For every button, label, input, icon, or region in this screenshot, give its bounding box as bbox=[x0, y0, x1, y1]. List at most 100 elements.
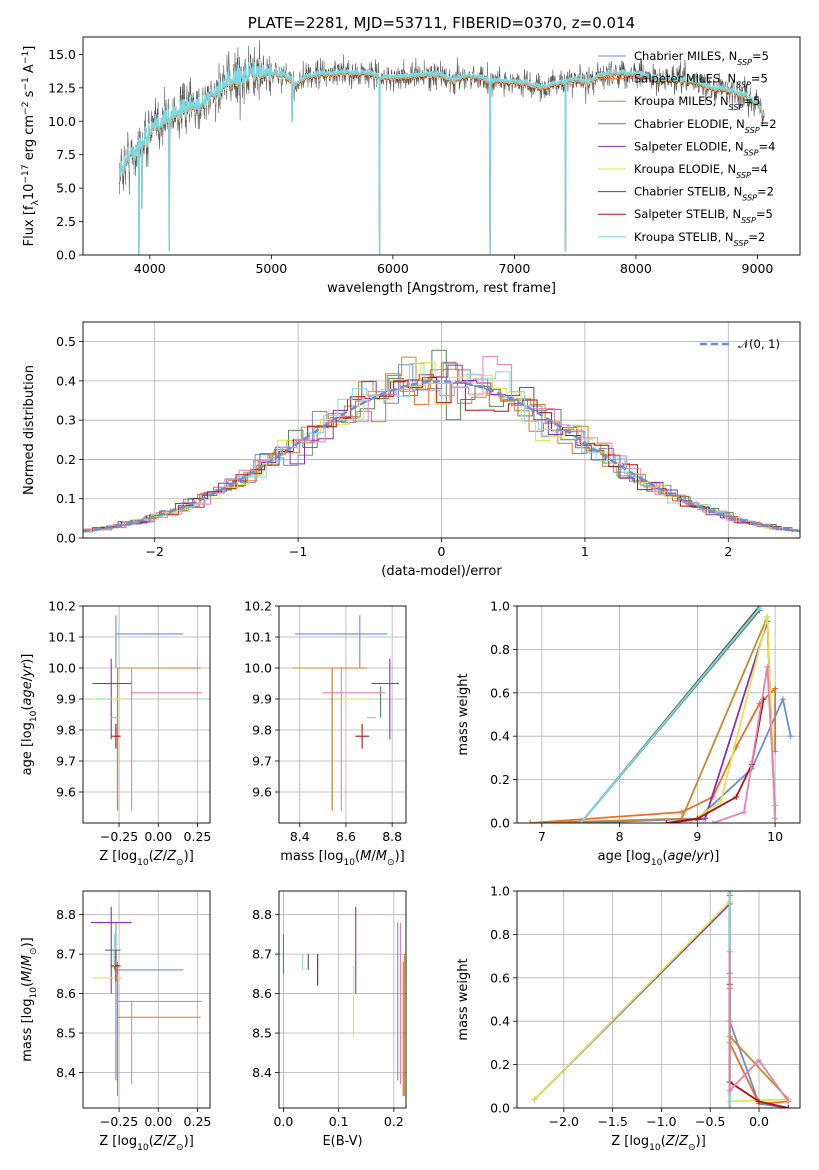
legend-entry: Kroupa STELIB, NSSP=2 bbox=[634, 230, 765, 248]
axes-frame bbox=[516, 890, 801, 1109]
x-axis-label: age [log10(age/yr)] bbox=[598, 849, 720, 868]
weight-line-kroupa-elodie bbox=[689, 616, 776, 823]
errorbar-point bbox=[90, 906, 132, 994]
x-tick-label: 0.0 bbox=[273, 1114, 293, 1129]
x-tick-label: 0.25 bbox=[184, 829, 212, 844]
x-axis-label: wavelength [Angstrom, rest frame] bbox=[327, 281, 556, 296]
x-tick-label: 9 bbox=[693, 829, 701, 844]
plot-area bbox=[279, 606, 406, 823]
weight-marker bbox=[717, 798, 724, 805]
y-tick-label: 9.8 bbox=[56, 723, 76, 738]
errorbar-point bbox=[322, 668, 386, 811]
panel-weight-vs-age: 7 8 9 10 0.0 0.2 0.4 0.6 0.8 1.0 age [log10(age/yr… bbox=[456, 599, 801, 868]
legend: Chabrier MILES, NSSP=5 Salpeter MILES, NS… bbox=[598, 49, 777, 247]
y-tick-label: 9.7 bbox=[56, 754, 76, 769]
errorbar-point bbox=[131, 668, 203, 811]
weight-marker bbox=[785, 1098, 792, 1105]
errorbar-point bbox=[371, 658, 400, 740]
x-tick-label: −2 bbox=[145, 544, 163, 559]
plot-area bbox=[517, 606, 800, 823]
legend-entry: Kroupa ELODIE, NSSP=4 bbox=[634, 162, 768, 180]
x-axis-label: E(B-V) bbox=[322, 1134, 362, 1149]
weight-marker bbox=[741, 809, 748, 816]
x-axis-label: Z [log10(Z/Z⊙)] bbox=[99, 1134, 194, 1153]
panel-weight-vs-Z: −2.0 −1.5 −1.0 −0.5 0.0 0.0 0.2 0.4 0.6 0.8 1.0 Z [… bbox=[456, 884, 801, 1153]
weight-marker bbox=[772, 685, 779, 692]
y-tick-label: 0.2 bbox=[490, 1057, 510, 1072]
x-tick-label: −0.25 bbox=[100, 829, 138, 844]
x-tick-label: −1 bbox=[289, 544, 307, 559]
weight-marker bbox=[756, 1098, 763, 1105]
panel-residuals: −2 −1 0 1 2 0.0 0.1 0.2 0.3 0.4 0.5 (data-model)/er… bbox=[22, 321, 801, 579]
axes-frame bbox=[278, 890, 407, 1109]
weight-marker bbox=[779, 696, 786, 703]
plot-area bbox=[83, 322, 800, 538]
weight-marker bbox=[694, 815, 701, 822]
y-tick-label: 0.1 bbox=[56, 491, 76, 506]
weight-marker bbox=[726, 948, 733, 955]
axes-frame bbox=[82, 36, 801, 256]
weight-marker bbox=[787, 733, 794, 740]
x-tick-label: 5000 bbox=[255, 261, 287, 276]
errorbar-point bbox=[104, 949, 121, 970]
y-tick-label: 0.0 bbox=[56, 531, 76, 546]
y-tick-label: 0.0 bbox=[490, 816, 510, 831]
x-tick-label: −0.5 bbox=[695, 1114, 725, 1129]
x-axis-label: (data-model)/error bbox=[381, 564, 502, 579]
model-line-kroupa-stelib bbox=[118, 59, 765, 255]
y-tick-label: 1.0 bbox=[490, 884, 510, 899]
y-tick-label: 0.3 bbox=[56, 413, 76, 428]
y-tick-label: 8.8 bbox=[252, 907, 272, 922]
y-tick-label: 10.1 bbox=[48, 630, 76, 645]
y-tick-label: 10.1 bbox=[244, 630, 272, 645]
x-tick-label: −2.0 bbox=[549, 1114, 579, 1129]
weight-marker bbox=[726, 1087, 733, 1094]
errorbar-point bbox=[115, 1000, 203, 1085]
y-tick-label: 10.0 bbox=[48, 114, 76, 129]
x-tick-label: 0.0 bbox=[749, 1114, 769, 1129]
y-axis-label: mass weight bbox=[456, 673, 471, 755]
errorbar-point bbox=[116, 667, 170, 811]
y-tick-label: 10.2 bbox=[244, 599, 272, 614]
x-tick-label: 8000 bbox=[620, 261, 652, 276]
plot-area bbox=[517, 891, 800, 1108]
x-tick-label: 9000 bbox=[742, 261, 774, 276]
axes-frame bbox=[82, 321, 801, 539]
weight-marker bbox=[772, 802, 779, 809]
x-tick-label: 8 bbox=[616, 829, 624, 844]
histogram-kroupa-elodie bbox=[83, 361, 800, 532]
x-axis-label: Z [log10(Z/Z⊙)] bbox=[99, 849, 194, 868]
y-tick-label: 0.0 bbox=[56, 248, 76, 263]
y-axis-label: mass [log10(M/M⊙)] bbox=[20, 937, 39, 1061]
x-axis-label: mass [log10(M/M⊙)] bbox=[280, 849, 404, 868]
weight-marker bbox=[577, 820, 584, 823]
x-tick-label: 0.00 bbox=[144, 829, 172, 844]
y-tick-label: 10.0 bbox=[48, 661, 76, 676]
weight-marker bbox=[709, 820, 716, 823]
x-tick-label: 7000 bbox=[499, 261, 531, 276]
x-tick-label: 0.00 bbox=[144, 1114, 172, 1129]
legend-entry: Salpeter STELIB, NSSP=5 bbox=[634, 207, 773, 225]
panel-age-vs-mass: 8.4 8.6 8.8 9.6 9.7 9.8 9.9 10.0 10.1 10.2 mass [l… bbox=[244, 599, 407, 868]
weight-marker bbox=[527, 820, 534, 823]
y-tick-label: 9.6 bbox=[56, 785, 76, 800]
x-tick-label: −1.0 bbox=[646, 1114, 676, 1129]
legend-entry: Chabrier STELIB, NSSP=2 bbox=[634, 185, 774, 203]
y-tick-label: 12.5 bbox=[48, 80, 76, 95]
weight-marker bbox=[733, 793, 740, 800]
legend-entry: Kroupa MILES, NSSP=5 bbox=[634, 94, 760, 112]
y-tick-label: 9.9 bbox=[252, 692, 272, 707]
panel-spectrum: 4000 5000 6000 7000 8000 9000 0.0 2.5 5.0 7.5 10.0… bbox=[21, 14, 801, 296]
legend: 𝒩(0, 1) bbox=[700, 337, 780, 351]
axes-frame bbox=[82, 605, 211, 824]
panel-age-vs-Z: −0.25 0.00 0.25 9.6 9.7 9.8 9.9 10.0 10.1 10.2 Z [… bbox=[20, 599, 211, 869]
x-axis-label: Z [log10(Z/Z⊙)] bbox=[611, 1134, 706, 1153]
normal-curve bbox=[83, 380, 800, 533]
legend-entry: Salpeter ELODIE, NSSP=4 bbox=[634, 139, 775, 157]
x-tick-label: −0.25 bbox=[100, 1114, 138, 1129]
weight-line-salpeter-miles bbox=[530, 686, 776, 823]
y-tick-label: 0.4 bbox=[490, 729, 510, 744]
weight-marker bbox=[764, 663, 771, 670]
legend-entry: Salpeter MILES, NSSP=5 bbox=[634, 72, 768, 90]
grid bbox=[83, 606, 210, 823]
